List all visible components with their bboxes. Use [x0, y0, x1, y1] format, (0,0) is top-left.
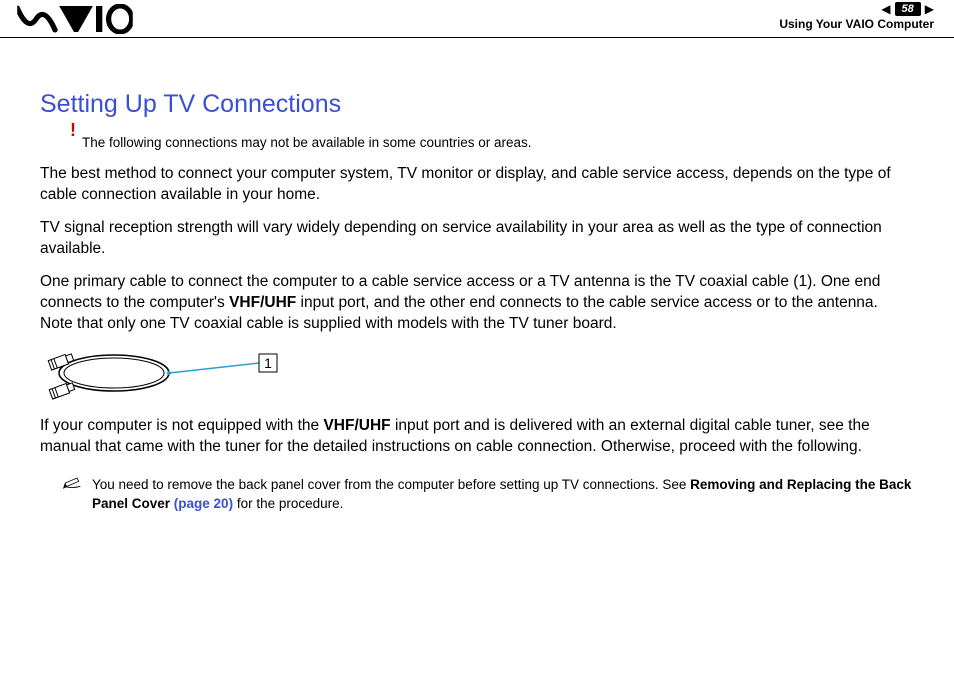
hint-text: You need to remove the back panel cover … [92, 476, 914, 514]
cable-figure: 1 [44, 346, 914, 406]
callout-number: 1 [264, 355, 272, 371]
hint-t1: You need to remove the back panel cover … [92, 477, 690, 492]
pencil-icon [62, 476, 82, 495]
page-20-link[interactable]: (page 20) [174, 496, 233, 511]
prev-page-arrow[interactable]: ◀ [881, 2, 890, 16]
p4-part-a: If your computer is not equipped with th… [40, 417, 323, 434]
page-title: Setting Up TV Connections [40, 90, 914, 119]
warning-note: ! The following connections may not be a… [70, 135, 914, 150]
hint-note: You need to remove the back panel cover … [62, 476, 914, 514]
p3-bold: VHF/UHF [229, 294, 296, 311]
warning-text: The following connections may not be ava… [82, 135, 532, 150]
page-nav: ◀ 58 ▶ [779, 2, 934, 16]
hint-t2: for the procedure. [233, 496, 343, 511]
next-page-arrow[interactable]: ▶ [925, 2, 934, 16]
paragraph-2: TV signal reception strength will vary w… [40, 218, 914, 260]
section-label: Using Your VAIO Computer [779, 17, 934, 31]
vaio-logo [17, 4, 133, 41]
paragraph-3: One primary cable to connect the compute… [40, 272, 914, 335]
page-number-badge: 58 [895, 2, 921, 16]
content-area: Setting Up TV Connections ! The followin… [40, 90, 914, 514]
header-right: ◀ 58 ▶ Using Your VAIO Computer [779, 2, 934, 31]
top-bar: ◀ 58 ▶ Using Your VAIO Computer [0, 0, 954, 38]
warning-icon: ! [70, 123, 76, 137]
paragraph-4: If your computer is not equipped with th… [40, 416, 914, 458]
p4-bold: VHF/UHF [323, 417, 390, 434]
paragraph-1: The best method to connect your computer… [40, 164, 914, 206]
